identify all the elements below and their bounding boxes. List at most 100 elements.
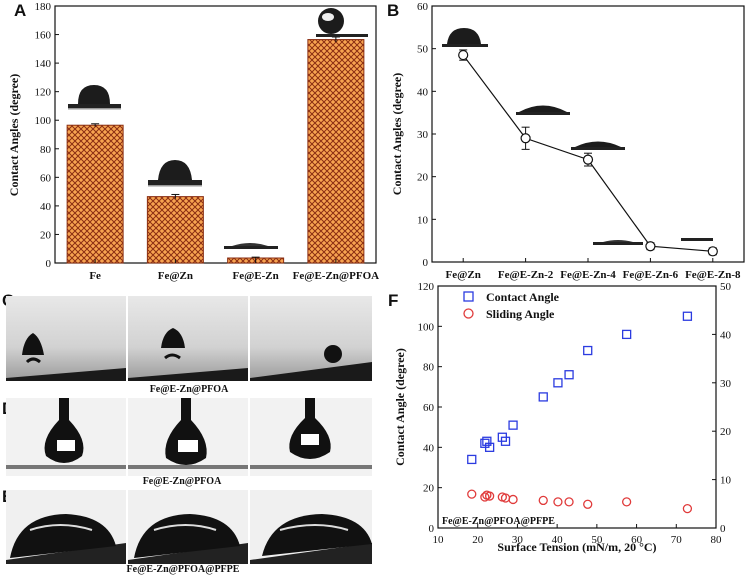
panel-f-points	[467, 311, 693, 514]
photo-e-3	[250, 490, 372, 564]
photo-e-2	[128, 490, 248, 564]
y-tick-label-a-180: 180	[35, 1, 52, 13]
photo-c-1	[6, 296, 126, 381]
y-tick-label-b-0: 0	[423, 257, 429, 269]
panel-a-frame	[54, 5, 377, 264]
point-contact-angle-6	[508, 420, 518, 430]
photo-c-3	[250, 296, 372, 381]
point-contact-angle-11	[621, 329, 632, 340]
legend-label-contact-angle: Contact Angle	[486, 290, 560, 304]
y-tick-label-a-120: 120	[35, 87, 52, 99]
y-tick-label-a-40: 40	[40, 201, 52, 213]
caption-d: Fe@E-Zn@PFOA	[143, 476, 222, 487]
point-contact-angle-9	[564, 370, 574, 380]
point-contact-angle-10	[583, 345, 593, 356]
panel-b-categories: Fe@Zn Fe@E-Zn-2 Fe@E-Zn-4 Fe@E-Zn-6 Fe@E-Zn-…	[446, 258, 741, 281]
droplet-inset-fe-e-zn-pfoa	[316, 8, 368, 37]
category-label-b-fe-e-zn-8: Fe@E-Zn-8	[685, 269, 741, 281]
point-b-fe-zn	[458, 49, 469, 61]
panel-b-series	[458, 49, 718, 257]
droplet-inset-zn	[442, 28, 488, 47]
panel-f-annotation: Fe@E-Zn@PFOA@PFPE	[442, 516, 555, 527]
panel-a-categories: Fe Fe@Zn Fe@E-Zn Fe@E-Zn@PFOA	[89, 259, 379, 282]
category-label-b-fe-zn: Fe@Zn	[446, 269, 481, 281]
panel-label-b: B	[387, 1, 399, 20]
panel-a-y-axis: 0 20 40 60 80 100 120 140 160 180	[35, 1, 59, 270]
x-tick-label-f-20: 20	[472, 534, 484, 546]
legend-label-sliding-angle: Sliding Angle	[486, 307, 555, 321]
y-tick-label-f-20: 20	[423, 483, 435, 495]
point-sliding-angle-11	[621, 497, 632, 507]
droplet-inset-fe-zn	[148, 160, 202, 187]
panel-f-legend: Contact Angle Sliding Angle	[463, 290, 560, 321]
point-b-fe-e-zn-4	[582, 154, 594, 165]
y-tick-label-f-60: 60	[423, 402, 435, 414]
droplet-inset-fe-e-zn	[224, 243, 278, 249]
point-sliding-angle-10	[583, 499, 593, 509]
category-label-a-fe-e-zn-pfoa: Fe@E-Zn@PFOA	[293, 270, 380, 282]
point-sliding-angle-8	[553, 497, 563, 507]
caption-e: Fe@E-Zn@PFOA@PFPE	[127, 564, 240, 575]
panel-label-a: A	[14, 1, 26, 20]
y2-tick-label-f-50: 50	[720, 281, 732, 293]
photo-e-1	[6, 490, 126, 564]
droplet-inset-fe	[68, 85, 121, 110]
y-tick-label-b-30: 30	[417, 129, 429, 141]
droplet-inset-e-zn-4	[571, 141, 625, 150]
category-label-a-fe: Fe	[89, 270, 101, 282]
y-tick-label-a-0: 0	[46, 258, 52, 270]
bar-fe-zn	[146, 196, 204, 264]
x-tick-label-f-80: 80	[711, 534, 723, 546]
y-tick-label-a-100: 100	[35, 115, 52, 127]
point-contact-angle-3	[484, 442, 495, 452]
category-label-b-fe-e-zn-6: Fe@E-Zn-6	[623, 269, 679, 281]
caption-c: Fe@E-Zn@PFOA	[150, 384, 229, 395]
y-tick-label-f-100: 100	[418, 321, 435, 333]
x-tick-label-f-50: 50	[591, 534, 603, 546]
panel-f-frame	[437, 285, 717, 529]
panel-b-ylabel: Contact Angles (degree)	[390, 73, 404, 195]
x-tick-label-f-40: 40	[552, 534, 564, 546]
panel-label-f: F	[388, 291, 398, 310]
point-b-fe-e-zn-6	[645, 241, 656, 252]
category-label-b-fe-e-zn-4: Fe@E-Zn-4	[560, 269, 616, 281]
droplet-inset-e-zn-2	[516, 105, 570, 115]
y2-tick-label-f-10: 10	[720, 475, 732, 487]
y-tick-label-b-50: 50	[417, 44, 429, 56]
point-contact-angle-0	[467, 454, 477, 465]
droplet-inset-e-zn-8	[681, 238, 713, 241]
point-contact-angle-7	[538, 392, 548, 402]
photo-d-3	[250, 398, 372, 476]
photo-c-2	[128, 296, 248, 381]
point-sliding-angle-3	[484, 491, 495, 501]
panel-e-photos: E Fe@E-Zn@PFOA@PFPE	[2, 487, 372, 575]
panel-f-scatter-chart: F 10 20 30 40 50 60 70 800204060801001200102030…	[388, 281, 732, 554]
category-label-a-fe-e-zn: Fe@E-Zn	[232, 270, 278, 282]
x-tick-label-f-60: 60	[631, 534, 643, 546]
category-label-b-fe-e-zn-2: Fe@E-Zn-2	[498, 269, 554, 281]
y-tick-label-a-80: 80	[40, 144, 52, 156]
x-tick-label-f-70: 70	[671, 534, 683, 546]
y-tick-label-f-80: 80	[423, 362, 435, 374]
bar-fe	[66, 124, 124, 264]
y-tick-label-a-140: 140	[35, 58, 52, 70]
point-contact-angle-2	[482, 436, 492, 446]
panel-d-photos: D Fe@E-Zn@PFOA	[2, 398, 372, 487]
point-contact-angle-5	[500, 436, 511, 446]
panel-f-ylabel: Contact Angle (degree)	[393, 348, 407, 466]
point-b-fe-e-zn-8	[707, 246, 718, 257]
point-sliding-angle-6	[508, 494, 518, 505]
y2-tick-label-f-30: 30	[720, 378, 732, 390]
point-sliding-angle-7	[538, 495, 548, 506]
y2-tick-label-f-0: 0	[720, 523, 726, 535]
y2-tick-label-f-40: 40	[720, 329, 732, 341]
y-tick-label-a-20: 20	[40, 229, 52, 241]
photo-d-1	[6, 398, 126, 476]
y-tick-label-b-10: 10	[417, 214, 429, 226]
x-tick-label-f-10: 10	[433, 534, 445, 546]
panel-c-photos: C Fe@E-Zn@PFOA	[2, 291, 372, 395]
y-tick-label-a-60: 60	[40, 172, 52, 184]
point-contact-angle-12	[682, 311, 693, 321]
